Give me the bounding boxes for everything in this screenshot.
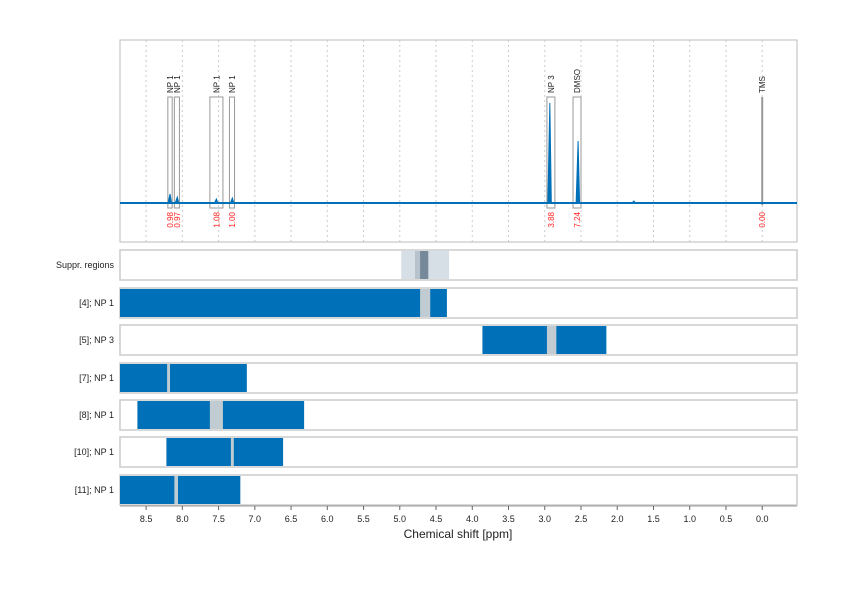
annotation-box bbox=[572, 96, 582, 209]
track-panel bbox=[119, 324, 798, 356]
annotation-label: TMS bbox=[758, 76, 767, 93]
integral-label: 0.98 bbox=[166, 211, 175, 227]
annotation-box bbox=[173, 96, 180, 209]
x-tick-label: 7.0 bbox=[249, 514, 262, 524]
track-label: [5]; NP 3 bbox=[79, 335, 114, 345]
spectrum-panel bbox=[119, 39, 798, 243]
integral-label: 1.00 bbox=[228, 211, 237, 227]
x-tick-label: 1.0 bbox=[683, 514, 696, 524]
spectrum-peak bbox=[229, 196, 235, 204]
region-gap bbox=[420, 289, 431, 317]
spectrum-peak bbox=[174, 195, 180, 204]
spectrum-peak bbox=[631, 200, 636, 204]
region-gap bbox=[209, 401, 223, 429]
integral-label: 7.24 bbox=[573, 211, 582, 227]
track-label: [11]; NP 1 bbox=[75, 485, 114, 495]
x-tick-label: 5.5 bbox=[357, 514, 370, 524]
region-bar bbox=[482, 326, 607, 354]
x-tick-label: 4.5 bbox=[430, 514, 443, 524]
integral-label: 3.88 bbox=[547, 211, 556, 227]
annotation-label: NP 1 bbox=[173, 75, 182, 93]
region-bar bbox=[166, 438, 284, 466]
track-label: [4]; NP 1 bbox=[79, 298, 114, 308]
x-axis-label: Chemical shift [ppm] bbox=[404, 527, 513, 541]
x-tick-label: 4.0 bbox=[466, 514, 479, 524]
x-tick-label: 8.0 bbox=[176, 514, 189, 524]
annotation-box bbox=[167, 96, 173, 209]
x-tick-label: 0.0 bbox=[756, 514, 769, 524]
region-bar bbox=[120, 364, 247, 392]
x-tick-label: 1.5 bbox=[647, 514, 660, 524]
region-gap bbox=[174, 476, 178, 504]
x-tick-label: 5.0 bbox=[394, 514, 407, 524]
x-tick-label: 3.0 bbox=[538, 514, 551, 524]
spectrum-peak bbox=[547, 102, 552, 204]
integral-label: 1.08 bbox=[212, 211, 221, 227]
x-tick-label: 6.5 bbox=[285, 514, 298, 524]
annotation-label: NP 1 bbox=[228, 75, 237, 93]
x-tick-label: 8.5 bbox=[140, 514, 153, 524]
x-tick-label: 2.5 bbox=[575, 514, 588, 524]
region-gap bbox=[546, 326, 557, 354]
annotation-box bbox=[209, 96, 224, 209]
integral-label: 0.97 bbox=[173, 211, 182, 227]
track-label: Suppr. regions bbox=[56, 260, 115, 270]
annotation-label: NP 3 bbox=[547, 75, 556, 93]
spectrum-peak bbox=[167, 193, 173, 204]
region-gap bbox=[167, 364, 171, 392]
annotation-label: NP 1 bbox=[166, 75, 175, 93]
region-bar bbox=[120, 476, 241, 504]
annotation-label: DMSO bbox=[573, 69, 582, 93]
track-label: [10]; NP 1 bbox=[74, 447, 114, 457]
x-tick-label: 2.0 bbox=[611, 514, 624, 524]
x-tick-label: 3.5 bbox=[502, 514, 515, 524]
track-label: [7]; NP 1 bbox=[79, 373, 114, 383]
annotation-box bbox=[546, 96, 556, 209]
annotation-label: NP 1 bbox=[212, 75, 221, 93]
track-panel bbox=[119, 249, 798, 281]
integral-label: 0.00 bbox=[758, 211, 767, 227]
suppression-band bbox=[420, 251, 429, 279]
x-tick-label: 7.5 bbox=[212, 514, 225, 524]
region-gap bbox=[230, 438, 234, 466]
x-tick-label: 0.5 bbox=[720, 514, 733, 524]
spectrum-peak bbox=[575, 140, 581, 204]
annotation-box bbox=[228, 96, 236, 209]
spectrum-peak bbox=[213, 197, 219, 204]
region-bar bbox=[120, 289, 447, 317]
track-label: [8]; NP 1 bbox=[79, 410, 114, 420]
x-tick-label: 6.0 bbox=[321, 514, 334, 524]
